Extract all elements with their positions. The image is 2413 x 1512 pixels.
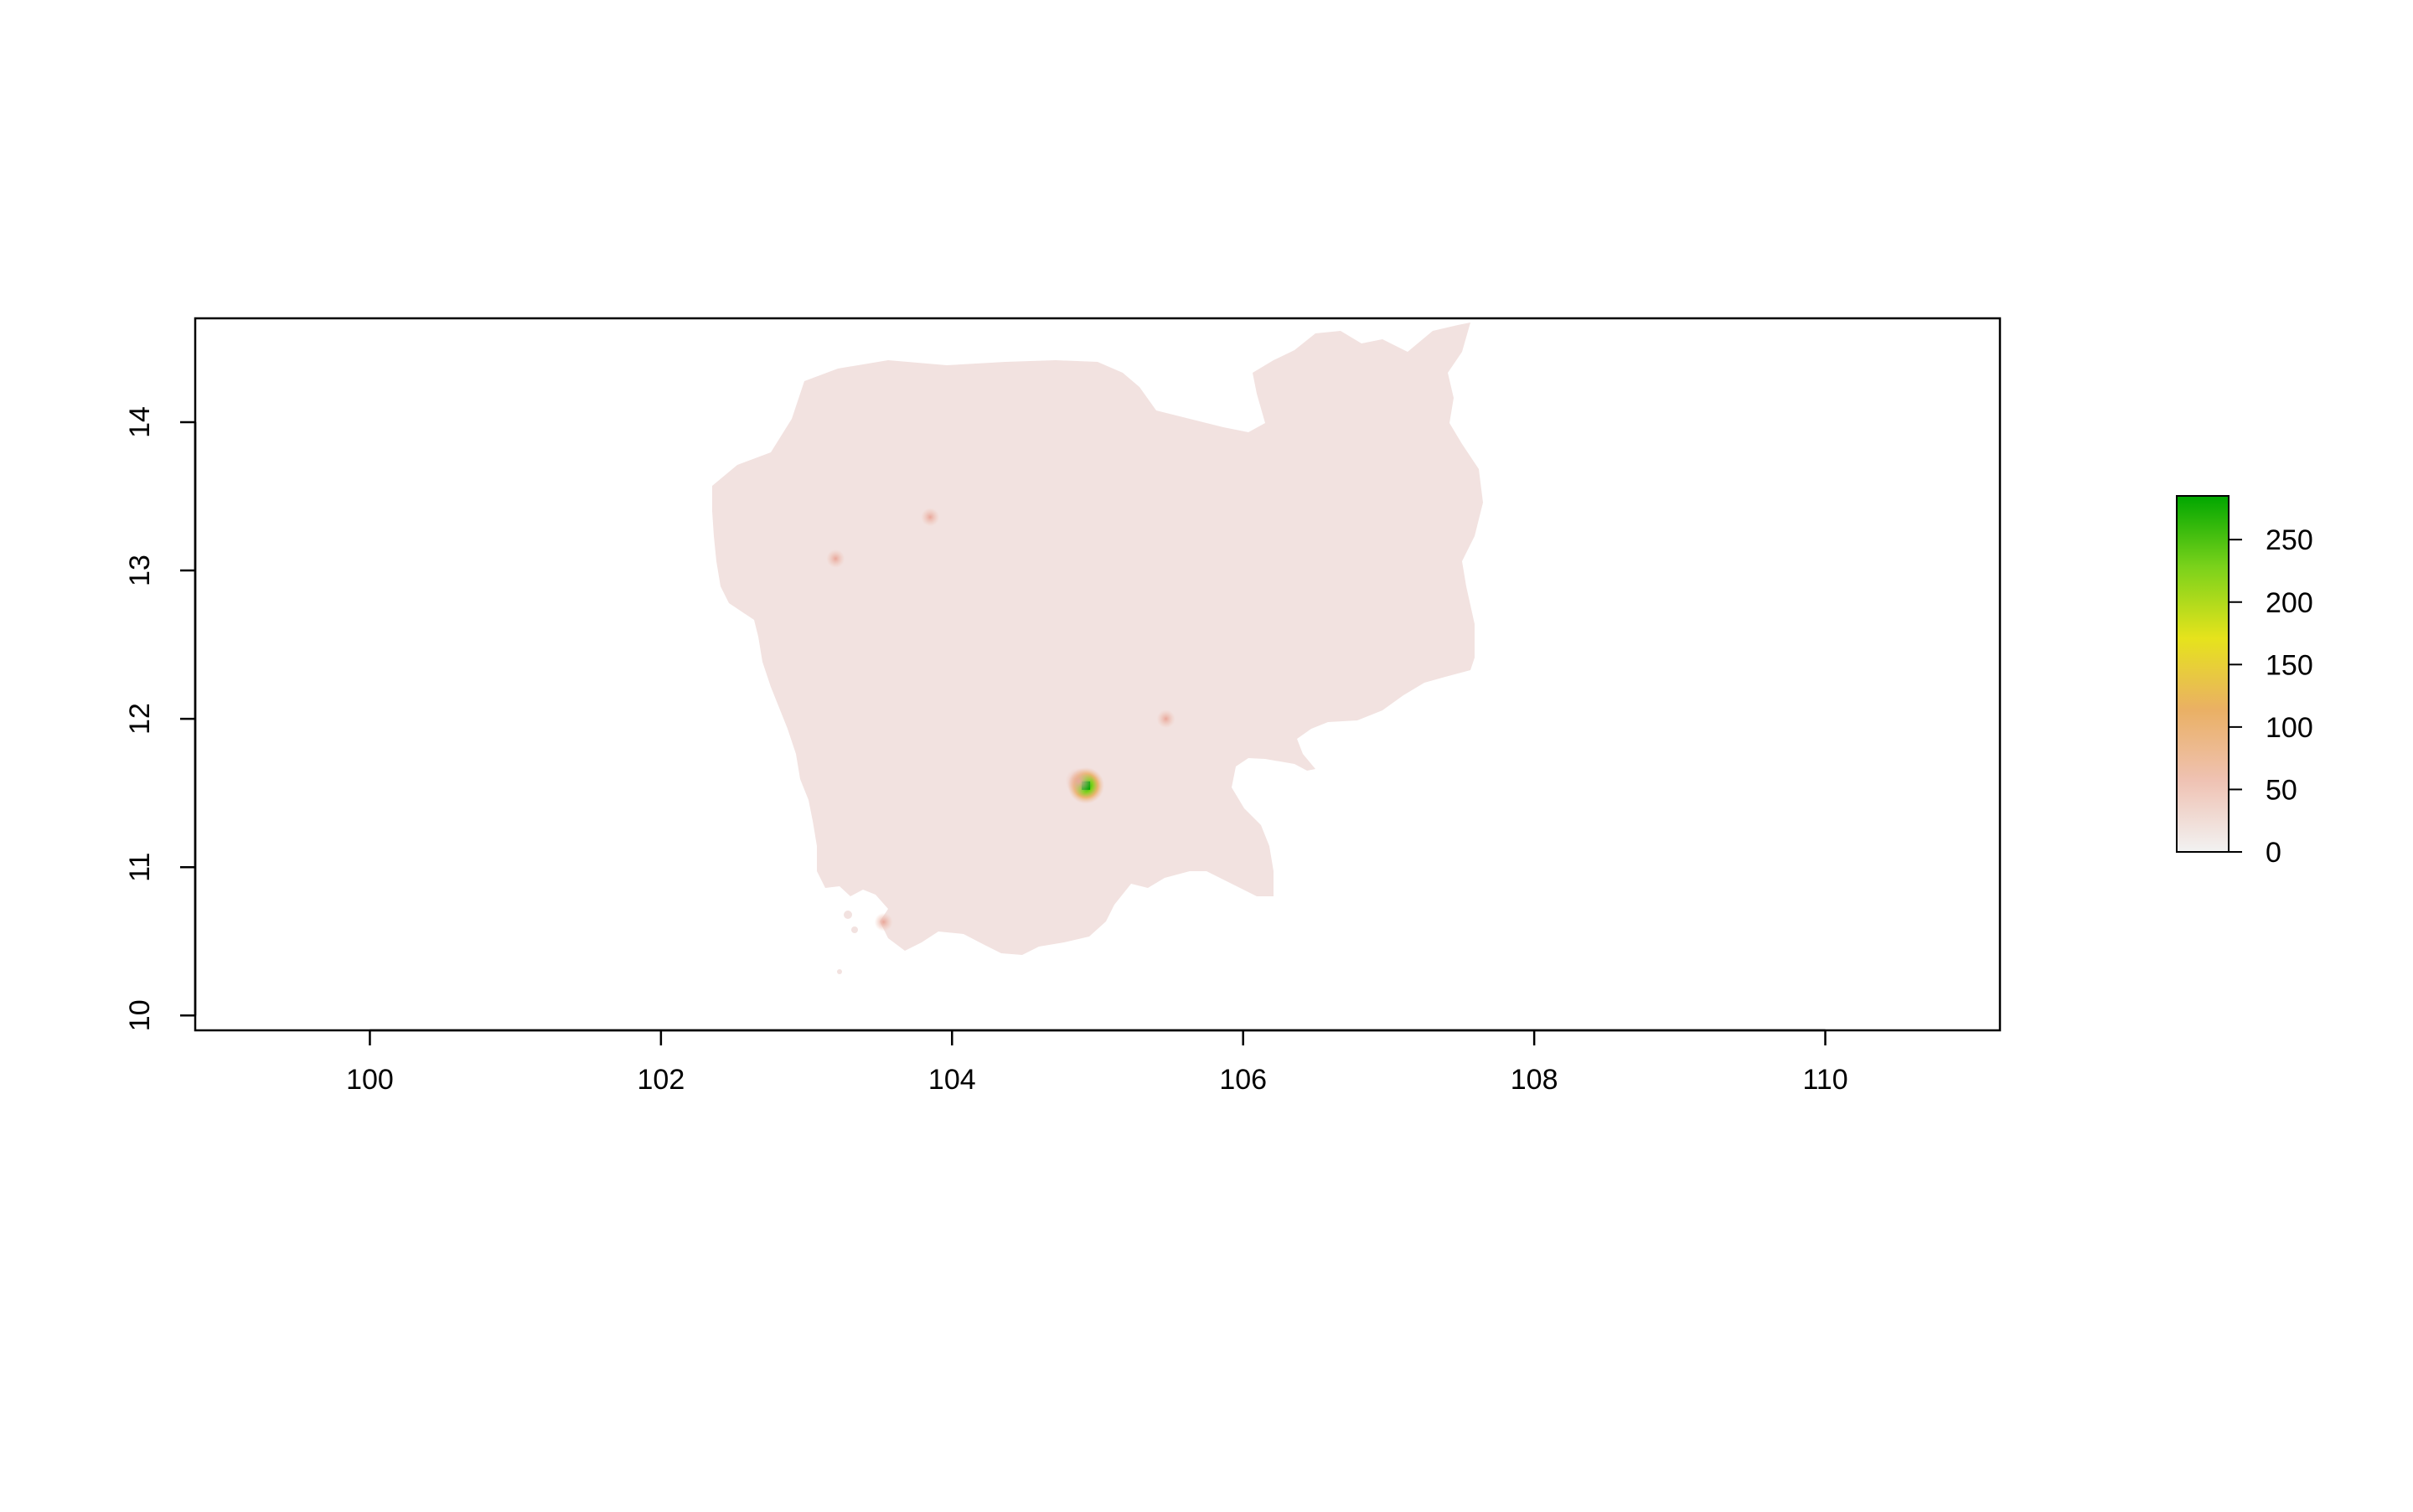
plot-area [194,317,2002,1032]
y-tick-label: 12 [124,703,156,735]
density-hotspot [921,508,940,527]
density-hotspot [874,912,893,931]
island-speck [851,926,858,933]
y-tick-label: 10 [124,999,156,1031]
y-tick-label: 14 [124,406,156,438]
y-tick-label: 13 [124,555,156,586]
legend-tick-label: 150 [2266,649,2313,681]
y-tick-label: 11 [124,853,156,882]
density-hotspot [826,549,845,568]
y-axis: 10 11 12 13 14 [124,406,197,1031]
legend-tick-label: 100 [2266,712,2313,744]
color-legend: 0 50 100 150 200 250 [2176,495,2313,869]
x-tick-label: 110 [1802,1064,1847,1096]
legend-color-bar [2176,495,2230,853]
hotspots-layer [826,508,1175,974]
island-speck [837,969,842,974]
legend-tick-label: 0 [2266,837,2281,869]
x-tick-label: 102 [638,1064,685,1096]
legend-tick-label: 250 [2266,524,2313,556]
x-tick-label: 100 [346,1064,394,1096]
x-tick-label: 104 [928,1064,976,1096]
density-hotspot [1065,767,1093,795]
legend-tick-label: 50 [2266,774,2297,806]
x-tick-label: 106 [1219,1064,1267,1096]
cambodia-raster [712,323,1483,955]
x-axis: 100 102 104 106 108 110 [346,1029,1848,1096]
legend-ticks: 0 50 100 150 200 250 [2229,524,2313,869]
density-hotspot [1156,710,1175,729]
x-tick-label: 108 [1511,1064,1558,1096]
legend-tick-label: 200 [2266,587,2313,619]
island-speck [844,911,852,919]
